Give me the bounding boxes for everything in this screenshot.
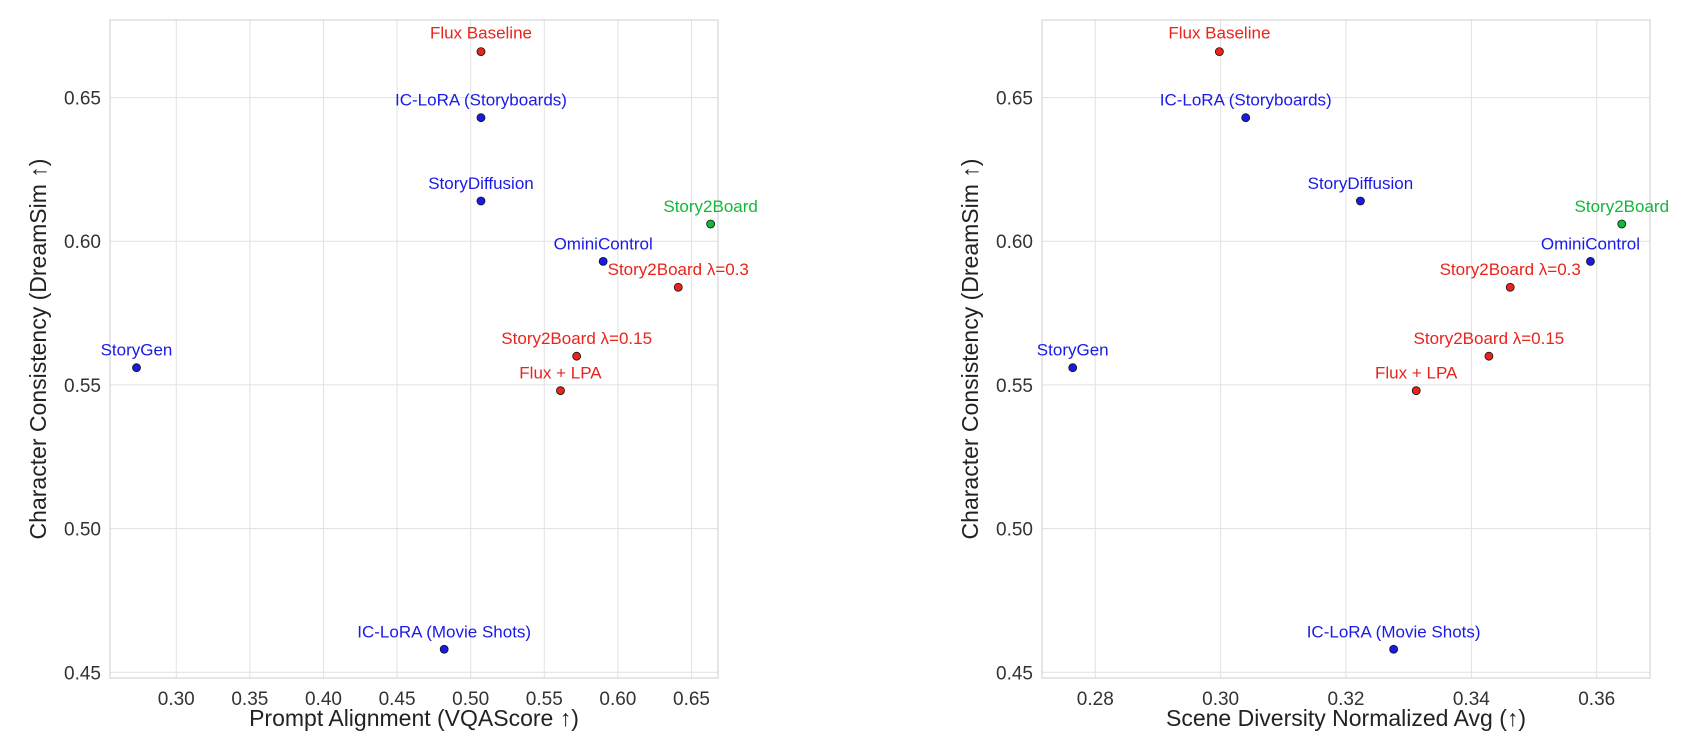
- data-point: [476, 113, 486, 123]
- point-label: StoryGen: [101, 341, 173, 360]
- y-tick-label: 0.60: [996, 232, 1033, 253]
- x-tick-label: 0.65: [673, 689, 710, 710]
- data-point: [1241, 113, 1251, 123]
- chart-right: 0.28 0.30 0.32 0.34 0.36 0.45 0.50 0.55 0.60 0.65…: [957, 19, 1670, 731]
- x-tick-label: 0.30: [1202, 689, 1239, 710]
- point-label: IC-LoRA (Movie Shots): [1307, 622, 1481, 641]
- x-tick-label: 0.32: [1328, 689, 1365, 710]
- point-label: OminiControl: [1541, 234, 1640, 253]
- data-point: [1411, 386, 1421, 396]
- point-label: Story2Board λ=0.3: [608, 260, 749, 279]
- x-tick-label: 0.28: [1077, 689, 1114, 710]
- y-tick-label: 0.60: [64, 232, 101, 253]
- data-point: [1389, 644, 1399, 654]
- x-tick-label: 0.30: [158, 689, 195, 710]
- data-point: [1586, 256, 1595, 266]
- y-tick-label: 0.50: [996, 520, 1033, 541]
- x-axis-label: Scene Diversity Normalized Avg (↑): [1166, 705, 1526, 731]
- axes-frame: [1041, 19, 1651, 679]
- data-point: [706, 219, 716, 229]
- point-label: StoryGen: [1037, 341, 1109, 360]
- point-label: Flux Baseline: [1168, 24, 1270, 43]
- data-point: [476, 47, 486, 57]
- y-tick-label: 0.55: [64, 376, 101, 397]
- chart-left: 0.30 0.35 0.40 0.45 0.50 0.55 0.60 0.65 0.45 0.50…: [25, 19, 758, 731]
- y-axis-label: Character Consistency (DreamSim ↑): [25, 159, 51, 540]
- x-tick-label: 0.34: [1453, 689, 1490, 710]
- point-label: IC-LoRA (Storyboards): [395, 91, 567, 110]
- x-tick-label: 0.45: [379, 689, 416, 710]
- data-point: [1505, 282, 1515, 292]
- y-tick-label: 0.55: [996, 376, 1033, 397]
- x-tick-label: 0.50: [452, 689, 489, 710]
- data-point: [132, 363, 141, 373]
- point-label: StoryDiffusion: [1308, 174, 1414, 193]
- data-point: [673, 282, 683, 292]
- data-point: [556, 386, 565, 396]
- y-axis-label: Character Consistency (DreamSim ↑): [957, 159, 983, 540]
- point-label: Story2Board λ=0.15: [501, 329, 652, 348]
- point-label: Story2Board λ=0.15: [1414, 329, 1565, 348]
- y-tick-label: 0.50: [64, 520, 101, 541]
- x-tick-label: 0.55: [526, 689, 563, 710]
- data-point: [1617, 219, 1627, 229]
- point-label: IC-LoRA (Movie Shots): [357, 622, 531, 641]
- point-label: StoryDiffusion: [428, 174, 534, 193]
- point-label: Flux Baseline: [430, 24, 532, 43]
- axes-frame: [109, 19, 719, 679]
- data-point: [1068, 363, 1078, 373]
- point-label: OminiControl: [554, 234, 653, 253]
- y-tick-label: 0.65: [996, 89, 1033, 110]
- y-tick-label: 0.45: [64, 663, 101, 684]
- x-tick-label: 0.40: [305, 689, 342, 710]
- point-label: Story2Board: [1575, 197, 1670, 216]
- data-point: [476, 196, 486, 206]
- point-label: Flux + LPA: [519, 364, 602, 383]
- data-point: [572, 351, 582, 361]
- y-tick-label: 0.65: [64, 89, 101, 110]
- data-point: [1484, 351, 1494, 361]
- data-point: [598, 256, 608, 266]
- point-label: Story2Board: [663, 197, 758, 216]
- data-point: [1214, 47, 1224, 57]
- point-label: Flux + LPA: [1375, 364, 1458, 383]
- x-tick-label: 0.60: [599, 689, 636, 710]
- data-point: [1356, 196, 1365, 206]
- y-tick-label: 0.45: [996, 663, 1033, 684]
- data-point: [439, 644, 449, 654]
- plot-area: [110, 20, 718, 678]
- x-axis-label: Prompt Alignment (VQAScore ↑): [249, 705, 579, 731]
- x-tick-label: 0.35: [231, 689, 268, 710]
- point-label: IC-LoRA (Storyboards): [1160, 91, 1332, 110]
- x-tick-label: 0.36: [1578, 689, 1615, 710]
- point-label: Story2Board λ=0.3: [1440, 260, 1581, 279]
